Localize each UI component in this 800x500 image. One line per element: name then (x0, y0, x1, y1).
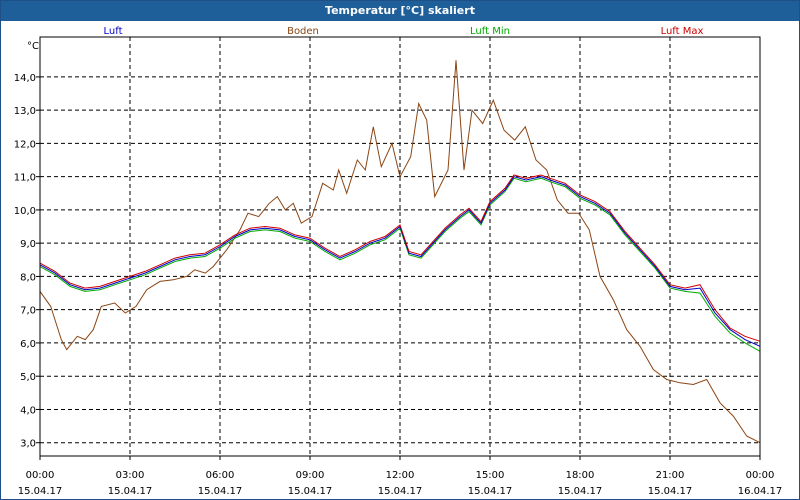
x-tick-time: 00:00 (746, 470, 775, 481)
y-tick-label: 14,0 (14, 73, 36, 84)
x-tick-time: 21:00 (656, 470, 685, 481)
plot-frame (39, 36, 761, 457)
y-tick-label: 12,0 (14, 139, 36, 150)
legend-luft_min: Luft Min (470, 26, 510, 37)
series-line-luft (39, 176, 761, 347)
series-line-luft_max (39, 174, 761, 342)
x-tick-date: 15.04.17 (648, 486, 693, 497)
x-axis-ticks: 00:00 15.04.17 03:00 15.04.17 06:00 15.04.17 0… (18, 456, 783, 497)
y-tick-label: 3,0 (20, 439, 36, 450)
x-tick-date: 15.04.17 (288, 486, 333, 497)
series-line-luft_min (39, 177, 761, 352)
grid (40, 37, 760, 456)
x-tick-time: 03:00 (116, 470, 145, 481)
y-tick-label: 8,0 (20, 272, 36, 283)
x-tick-date: 15.04.17 (198, 486, 243, 497)
y-tick-label: 9,0 (20, 239, 36, 250)
y-tick-label: 10,0 (14, 206, 36, 217)
x-tick-date: 16.04.17 (738, 486, 783, 497)
legend-luft_max: Luft Max (661, 26, 704, 37)
x-tick-time: 15:00 (476, 470, 505, 481)
y-tick-label: 11,0 (14, 173, 36, 184)
y-tick-label: 6,0 (20, 339, 36, 350)
legend-boden: Boden (287, 26, 319, 37)
x-tick-date: 15.04.17 (18, 486, 63, 497)
x-tick-time: 18:00 (566, 470, 595, 481)
x-tick-time: 06:00 (206, 470, 235, 481)
x-tick-date: 15.04.17 (468, 486, 513, 497)
x-tick-date: 15.04.17 (108, 486, 153, 497)
y-axis-label: °C (27, 41, 39, 52)
window-title: Temperatur [°C] skaliert (1, 1, 799, 21)
legend: Luft Boden Luft Min Luft Max (104, 26, 704, 37)
y-tick-label: 4,0 (20, 405, 36, 416)
series-line-boden (39, 60, 761, 444)
x-tick-time: 12:00 (386, 470, 415, 481)
y-axis-ticks: 3,0 4,0 5,0 6,0 7,0 8,0 9,0 10,0 11,0 12,0 13,0 14,… (14, 73, 40, 450)
y-tick-label: 13,0 (14, 106, 36, 117)
y-tick-label: 5,0 (20, 372, 36, 383)
x-tick-time: 00:00 (26, 470, 55, 481)
x-tick-date: 15.04.17 (378, 486, 423, 497)
x-tick-date: 15.04.17 (558, 486, 603, 497)
legend-luft: Luft (104, 26, 123, 37)
y-tick-label: 7,0 (20, 306, 36, 317)
data-lines (39, 60, 761, 444)
x-tick-time: 09:00 (296, 470, 325, 481)
